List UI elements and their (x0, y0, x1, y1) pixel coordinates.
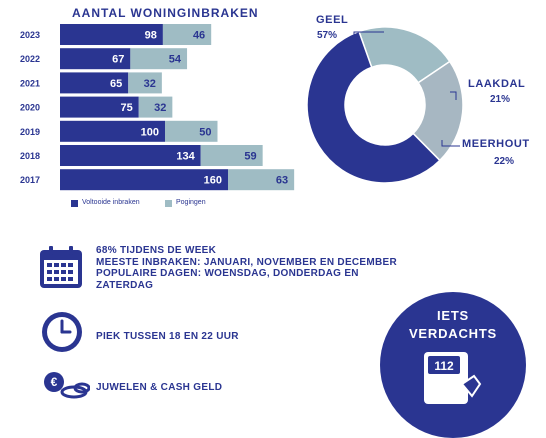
value-label-attempts: 54 (169, 54, 182, 66)
donut-leader-laakdal (450, 91, 457, 100)
donut-leader-meerhout (441, 140, 460, 147)
donut-slice-geel (306, 30, 441, 184)
donut-label-geel: GEEL (316, 14, 349, 26)
donut-label-meerhout: MEERHOUT (462, 138, 530, 150)
clock-icon (40, 310, 84, 359)
legend-swatch-attempts (165, 200, 172, 207)
value-label-completed: 75 (121, 102, 133, 114)
callout-line-2: VERDACHTS (408, 326, 498, 341)
fact-week-line-3: POPULAIRE DAGEN: WOENSDAG, DONDERDAG EN (96, 268, 359, 279)
donut-leader-geel (344, 31, 384, 41)
bar-completed (60, 24, 163, 45)
value-label-attempts: 32 (144, 78, 156, 90)
phone-number: 112 (434, 359, 454, 373)
bar-completed (60, 169, 228, 191)
bar-attempts (162, 24, 212, 45)
callout-line-1: IETS (436, 308, 470, 323)
value-label-attempts: 32 (154, 102, 166, 114)
year-label: 2017 (20, 175, 40, 185)
value-label-completed: 98 (145, 30, 157, 42)
money-icon: € (42, 370, 91, 405)
legend-label-completed: Voltooide inbraken (82, 199, 140, 206)
fact-week-line-1: 68% TIJDENS DE WEEK (96, 245, 217, 256)
suspicious-callout: IETS VERDACHTS 112 (380, 292, 526, 438)
year-label: 2022 (20, 54, 40, 64)
bar-attempts (165, 120, 218, 142)
fact-peak: PIEK TUSSEN 18 EN 22 UUR (96, 331, 239, 342)
legend-label-attempts: Pogingen (176, 199, 206, 206)
legend-swatch-completed (71, 200, 78, 207)
year-label: 2018 (20, 151, 40, 161)
year-label: 2021 (20, 78, 40, 88)
donut-label-laakdal: LAAKDAL (468, 78, 526, 90)
donut-chart (306, 26, 464, 184)
bar-completed (60, 145, 201, 166)
value-label-completed: 65 (110, 78, 122, 90)
donut-pct-laakdal: 21% (490, 94, 511, 105)
value-label-completed: 160 (204, 175, 222, 187)
fact-week-line-2: MEESTE INBRAKEN: JANUARI, NOVEMBER EN DE… (96, 256, 398, 268)
chart-title: AANTAL WONINGINBRAKEN (72, 6, 259, 20)
value-label-attempts: 46 (193, 30, 205, 42)
value-label-completed: 134 (176, 151, 195, 163)
fact-week-line-4: ZATERDAG (96, 279, 154, 291)
year-label: 2020 (20, 103, 40, 113)
svg-text:€: € (51, 375, 58, 389)
bar-completed (60, 72, 129, 94)
fact-week: 68% TIJDENS DE WEEK MEESTE INBRAKEN: JAN… (96, 245, 397, 291)
bar-attempts (128, 72, 162, 94)
value-label-completed: 67 (112, 54, 124, 66)
value-label-attempts: 50 (199, 126, 211, 138)
bar-chart: 2023 98 46 2022 67 54 2021 65 32 2020 75 32 2019 100 5… (20, 24, 295, 191)
value-label-completed: 100 (141, 126, 159, 138)
bar-completed (60, 48, 131, 70)
bar-completed (60, 96, 139, 118)
bar-attempts (228, 169, 295, 191)
value-label-attempts: 59 (244, 151, 256, 163)
donut-pct-geel: 57% (317, 30, 338, 41)
donut-pct-meerhout: 22% (494, 156, 515, 167)
bar-attempts (200, 145, 263, 166)
year-label: 2019 (20, 127, 40, 137)
calendar-icon (38, 244, 84, 295)
fact-loot: JUWELEN & CASH GELD (96, 382, 223, 393)
phone-icon: 112 (422, 350, 492, 415)
bar-attempts (138, 96, 173, 118)
bar-attempts (130, 48, 188, 70)
value-label-attempts: 63 (276, 175, 288, 187)
year-label: 2023 (20, 30, 40, 40)
bar-completed (60, 120, 165, 142)
